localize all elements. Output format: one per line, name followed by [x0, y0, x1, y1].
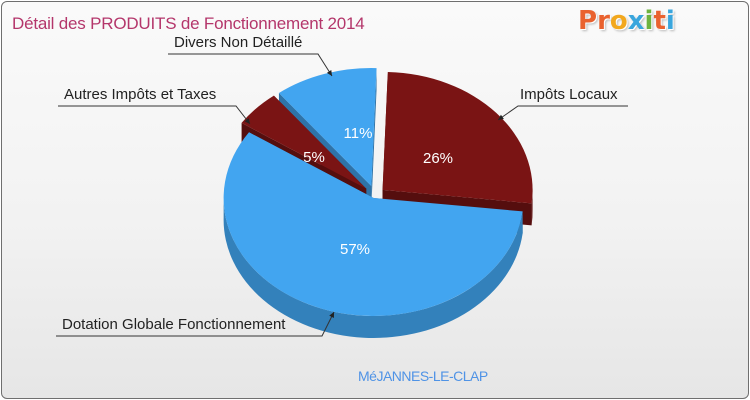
pie-slice-side	[531, 187, 533, 226]
callout-line	[56, 311, 335, 337]
logo-letter: i	[665, 6, 675, 36]
slice-percent-label: 11%	[344, 125, 373, 142]
slice-percent-label: 5%	[303, 149, 325, 166]
callout-arrow	[326, 70, 332, 76]
category-label: Impôts Locaux	[520, 86, 618, 103]
logo-letter: i	[644, 6, 654, 36]
logo-letter: x	[627, 6, 645, 36]
chart-title: Détail des PRODUITS de Fonctionnement 20…	[12, 14, 365, 33]
pie-slice-edge	[371, 68, 377, 209]
pie-slice-dotation-globale-fonctionnement	[223, 132, 523, 316]
pie-slice-autres-imp-ts-et-taxes	[241, 95, 367, 189]
slice-percent-label: 26%	[423, 150, 453, 167]
callout-arrow	[498, 114, 504, 120]
pie-slice-imp-ts-locaux	[382, 71, 533, 204]
callout-arrow	[329, 312, 334, 318]
category-label: Divers Non Détaillé	[174, 34, 302, 51]
category-label: Autres Impôts et Taxes	[64, 86, 216, 103]
proxiti-logo: Proxiti	[578, 6, 675, 36]
pie-slice-divers-non-d-taill	[278, 68, 377, 187]
commune-name: MéJANNES-LE-CLAP	[358, 368, 488, 384]
callout-arrow	[244, 118, 250, 124]
callout-line	[58, 105, 251, 125]
callout-line	[497, 105, 628, 121]
category-label: Dotation Globale Fonctionnement	[62, 316, 286, 333]
logo-letter: P	[578, 6, 598, 36]
pie-tops	[223, 68, 533, 316]
pie-slice-side	[223, 195, 523, 338]
slice-percent-label: 57%	[340, 241, 370, 258]
logo-letter: t	[653, 6, 666, 36]
logo-letter: r	[597, 6, 610, 36]
logo-letter: o	[609, 6, 628, 36]
callout-line	[168, 53, 333, 77]
